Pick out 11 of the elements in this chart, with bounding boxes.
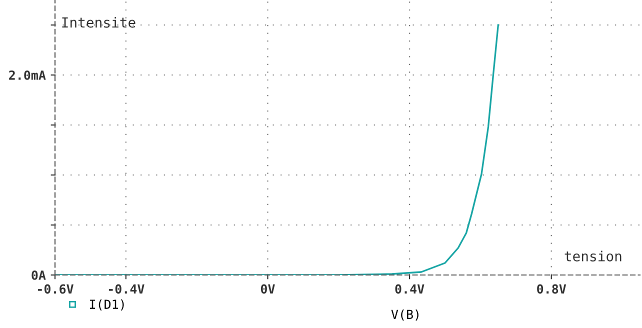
legend-label: I(D1) <box>90 299 124 310</box>
x-tick-label: 0.4V <box>395 284 424 294</box>
x-tick-label: 0V <box>260 284 275 294</box>
annotation: tension <box>564 250 622 262</box>
x-tick-label: -0.6V <box>38 284 74 294</box>
x-axis-title: V(B) <box>391 309 418 321</box>
y-tick-label: 0A <box>32 270 46 280</box>
annotation: Intensite <box>62 16 136 28</box>
y-tick-label: 2.0mA <box>9 70 46 80</box>
x-tick-label: 0.8V <box>537 284 566 294</box>
x-tick-label: -0.4V <box>108 284 144 294</box>
